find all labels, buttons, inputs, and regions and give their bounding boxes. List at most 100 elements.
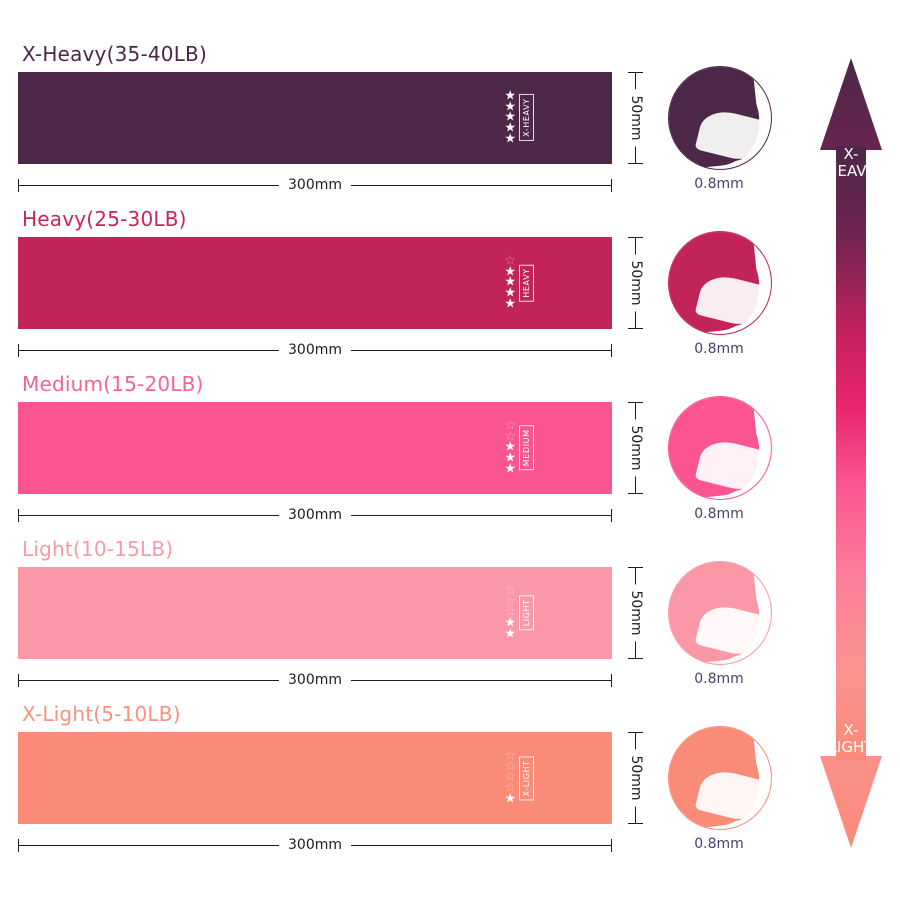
dimension-tick-top — [628, 402, 643, 403]
band-marking-x-heavy: ★ ★ ★ ★ ★ X-HEAVY — [504, 88, 534, 145]
band-marking-light: ☆ ☆ ☆ ★ ★ LIGHT — [504, 583, 534, 641]
dimension-tick-top — [628, 237, 643, 238]
thickness-value-medium: 0.8mm — [694, 506, 744, 522]
width-value-light: 50mm — [628, 584, 644, 642]
width-value-x-light: 50mm — [628, 749, 644, 807]
arrow-bottom-label-line2: LIGHT — [828, 738, 874, 757]
star-filled-icon: ★ — [504, 88, 516, 104]
dimension-tick-right — [611, 344, 612, 357]
double-arrow-icon — [820, 58, 882, 848]
star-filled-icon: ★ — [504, 120, 516, 136]
length-value-x-heavy: 300mm — [279, 176, 351, 195]
arrow-top-label-line2: HEAVY — [826, 161, 876, 180]
band-swatch-light: ☆ ☆ ☆ ★ ★ LIGHT — [18, 567, 612, 659]
star-empty-icon: ☆ — [504, 594, 516, 610]
star-filled-icon: ★ — [504, 439, 516, 455]
dimension-tick-bottom — [628, 823, 643, 824]
star-filled-icon: ★ — [504, 285, 516, 301]
band-swatch-heavy: ☆ ★ ★ ★ ★ HEAVY — [18, 237, 612, 329]
band-tier-label-light: LIGHT — [519, 595, 534, 631]
dimension-tick-top — [628, 567, 643, 568]
star-empty-icon: ☆ — [504, 759, 516, 775]
resistance-scale-arrow: X- HEAVY X- LIGHT — [820, 58, 882, 848]
band-tier-label-x-heavy: X-HEAVY — [519, 94, 534, 142]
star-rating-heavy: ☆ ★ ★ ★ ★ — [504, 253, 516, 311]
star-empty-icon: ☆ — [504, 583, 516, 599]
width-value-medium: 50mm — [628, 419, 644, 477]
arrow-top-label: X- HEAVY — [820, 146, 882, 180]
dimension-tick-bottom — [628, 163, 643, 164]
width-dimension-light: 50mm — [622, 567, 650, 659]
width-value-x-heavy: 50mm — [628, 89, 644, 147]
length-dimension-x-light: 300mm — [18, 836, 612, 856]
star-rating-x-light: ☆ ☆ ☆ ☆ ★ — [504, 748, 516, 806]
dimension-tick-right — [611, 839, 612, 852]
dimension-tick-left — [18, 839, 19, 852]
band-marking-medium: ☆ ☆ ★ ★ ★ MEDIUM — [504, 418, 534, 476]
star-filled-icon: ★ — [504, 264, 516, 280]
length-value-x-light: 300mm — [279, 836, 351, 855]
band-swatch-x-light: ☆ ☆ ☆ ☆ ★ X-LIGHT — [18, 732, 612, 824]
band-heading-x-heavy: X-Heavy(35-40LB) — [22, 42, 207, 66]
dimension-tick-right — [611, 674, 612, 687]
dimension-tick-right — [611, 509, 612, 522]
length-dimension-medium: 300mm — [18, 506, 612, 526]
band-swatch-x-heavy: ★ ★ ★ ★ ★ X-HEAVY — [18, 72, 612, 164]
star-rating-medium: ☆ ☆ ★ ★ ★ — [504, 418, 516, 476]
star-filled-icon: ★ — [504, 109, 516, 125]
star-filled-icon: ★ — [504, 99, 516, 115]
band-heading-heavy: Heavy(25-30LB) — [22, 207, 187, 231]
band-heading-x-light: X-Light(5-10LB) — [22, 702, 181, 726]
star-filled-icon: ★ — [504, 625, 516, 641]
star-empty-icon: ☆ — [504, 253, 516, 269]
star-filled-icon: ★ — [504, 295, 516, 311]
thickness-photo-x-heavy — [668, 66, 772, 170]
arrow-bottom-label: X- LIGHT — [820, 722, 882, 756]
band-tier-label-heavy: HEAVY — [519, 264, 534, 302]
dimension-tick-top — [628, 732, 643, 733]
band-heading-light: Light(10-15LB) — [22, 537, 174, 561]
dimension-tick-left — [18, 344, 19, 357]
dimension-tick-left — [18, 509, 19, 522]
star-empty-icon: ☆ — [504, 748, 516, 764]
thickness-value-heavy: 0.8mm — [694, 341, 744, 357]
band-marking-heavy: ☆ ★ ★ ★ ★ HEAVY — [504, 253, 534, 311]
dimension-tick-left — [18, 674, 19, 687]
star-empty-icon: ☆ — [504, 418, 516, 434]
thickness-photo-heavy — [668, 231, 772, 335]
dimension-tick-bottom — [628, 493, 643, 494]
arrow-top-label-line1: X- — [843, 145, 859, 163]
dimension-tick-top — [628, 72, 643, 73]
star-empty-icon: ☆ — [504, 780, 516, 796]
length-dimension-light: 300mm — [18, 671, 612, 691]
band-swatch-medium: ☆ ☆ ★ ★ ★ MEDIUM — [18, 402, 612, 494]
star-filled-icon: ★ — [504, 460, 516, 476]
star-rating-light: ☆ ☆ ☆ ★ ★ — [504, 583, 516, 641]
length-value-heavy: 300mm — [279, 341, 351, 360]
arrow-bottom-label-line1: X- — [843, 721, 859, 740]
thickness-value-x-heavy: 0.8mm — [694, 176, 744, 192]
band-tier-label-x-light: X-LIGHT — [519, 755, 534, 801]
width-dimension-medium: 50mm — [622, 402, 650, 494]
width-dimension-heavy: 50mm — [622, 237, 650, 329]
star-filled-icon: ★ — [504, 790, 516, 806]
length-value-light: 300mm — [279, 671, 351, 690]
width-dimension-x-heavy: 50mm — [622, 72, 650, 164]
dimension-tick-bottom — [628, 658, 643, 659]
dimension-tick-right — [611, 179, 612, 192]
thickness-value-light: 0.8mm — [694, 671, 744, 687]
star-empty-icon: ☆ — [504, 769, 516, 785]
thickness-photo-medium — [668, 396, 772, 500]
star-empty-icon: ☆ — [504, 429, 516, 445]
star-filled-icon: ★ — [504, 615, 516, 631]
band-tier-label-medium: MEDIUM — [519, 425, 534, 471]
star-rating-x-heavy: ★ ★ ★ ★ ★ — [504, 88, 516, 145]
length-value-medium: 300mm — [279, 506, 351, 525]
star-empty-icon: ☆ — [504, 604, 516, 620]
star-filled-icon: ★ — [504, 450, 516, 466]
width-dimension-x-light: 50mm — [622, 732, 650, 824]
dimension-tick-bottom — [628, 328, 643, 329]
band-heading-medium: Medium(15-20LB) — [22, 372, 204, 396]
width-value-heavy: 50mm — [628, 254, 644, 312]
